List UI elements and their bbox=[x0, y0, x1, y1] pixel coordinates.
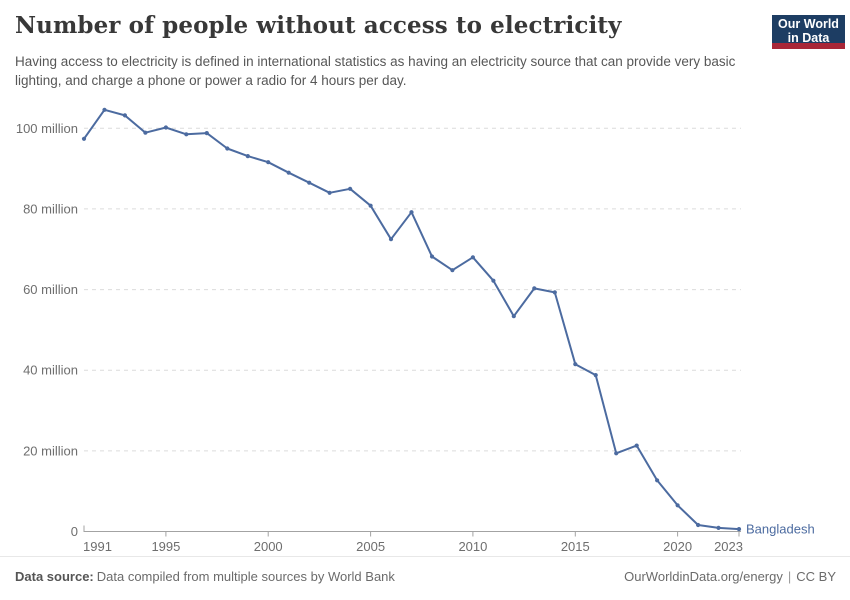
x-tick-label: 2023 bbox=[714, 539, 743, 554]
x-tick-label: 1991 bbox=[83, 539, 112, 554]
data-point bbox=[286, 170, 291, 175]
data-point bbox=[81, 136, 87, 141]
data-point bbox=[511, 314, 516, 319]
x-tick-label: 2000 bbox=[254, 539, 283, 554]
y-tick-label: 0 bbox=[71, 524, 78, 539]
data-point bbox=[716, 525, 721, 531]
data-point bbox=[614, 451, 619, 456]
x-tick-label: 2005 bbox=[356, 539, 385, 554]
y-tick-label: 60 million bbox=[23, 282, 78, 297]
data-point bbox=[388, 237, 394, 242]
data-point bbox=[307, 180, 312, 185]
data-point bbox=[204, 131, 209, 136]
page-title: Number of people without access to elect… bbox=[15, 12, 622, 39]
footer-divider bbox=[0, 556, 850, 557]
footer-separator: | bbox=[787, 569, 792, 584]
data-point bbox=[143, 130, 148, 135]
owid-url[interactable]: OurWorldinData.org/energy bbox=[624, 569, 783, 584]
data-point bbox=[532, 286, 537, 291]
data-point bbox=[327, 190, 332, 195]
logo-line1: Our World bbox=[778, 17, 839, 31]
chart-subtitle: Having access to electricity is defined … bbox=[15, 54, 736, 89]
data-point bbox=[634, 443, 639, 448]
data-point bbox=[348, 186, 353, 191]
data-point bbox=[245, 154, 250, 159]
y-tick-label: 100 million bbox=[16, 121, 78, 136]
data-point bbox=[450, 268, 455, 273]
y-tick-label: 20 million bbox=[23, 443, 78, 458]
data-point bbox=[552, 290, 557, 295]
data-point bbox=[696, 522, 701, 528]
series-label: Bangladesh bbox=[746, 522, 815, 537]
y-tick-label: 40 million bbox=[23, 363, 78, 378]
data-point bbox=[102, 107, 107, 112]
x-tick-label: 2010 bbox=[458, 539, 487, 554]
data-point bbox=[736, 527, 742, 532]
data-point bbox=[368, 203, 373, 208]
data-point bbox=[163, 125, 168, 130]
data-point bbox=[122, 113, 127, 118]
data-point bbox=[655, 478, 660, 483]
footer-credit: OurWorldinData.org/energy | CC BY bbox=[624, 569, 836, 584]
data-point bbox=[225, 146, 230, 151]
x-tick-label: 1995 bbox=[151, 539, 180, 554]
data-point bbox=[491, 278, 496, 283]
data-point bbox=[593, 373, 598, 378]
license-label: CC BY bbox=[796, 569, 836, 584]
data-point bbox=[675, 503, 680, 508]
data-source-text: Data compiled from multiple sources by W… bbox=[96, 569, 395, 584]
data-line bbox=[83, 108, 740, 531]
data-point bbox=[266, 160, 271, 165]
y-tick-label: 80 million bbox=[23, 201, 78, 216]
logo-line2: in Data bbox=[787, 30, 830, 45]
data-point bbox=[409, 210, 414, 215]
x-tick-label: 2020 bbox=[663, 539, 692, 554]
data-point bbox=[470, 255, 475, 260]
x-tick-label: 2015 bbox=[561, 539, 590, 554]
data-point bbox=[429, 254, 435, 259]
data-point bbox=[573, 362, 578, 367]
data-source-note: Data source: Data compiled from multiple … bbox=[15, 569, 395, 584]
data-source-label: Data source: bbox=[15, 569, 94, 584]
owid-logo: Our World in Data bbox=[772, 15, 845, 49]
data-point bbox=[184, 132, 189, 137]
